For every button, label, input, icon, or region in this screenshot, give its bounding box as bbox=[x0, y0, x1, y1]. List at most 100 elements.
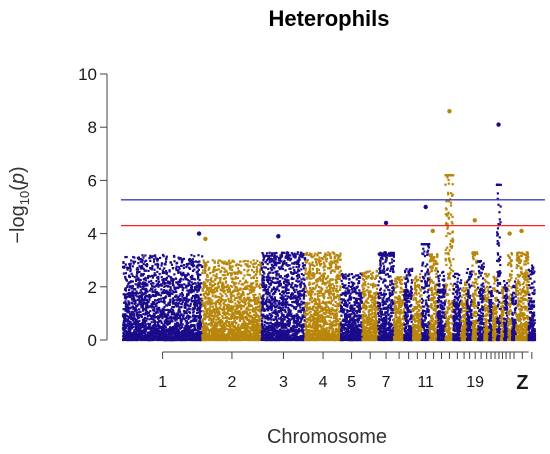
point bbox=[207, 286, 211, 289]
point bbox=[144, 279, 147, 282]
point bbox=[230, 272, 233, 275]
point bbox=[154, 338, 158, 341]
point bbox=[224, 269, 227, 272]
point bbox=[235, 296, 238, 299]
point bbox=[248, 296, 251, 299]
point bbox=[204, 307, 207, 310]
point bbox=[180, 326, 183, 330]
point bbox=[136, 304, 139, 307]
point bbox=[169, 328, 172, 331]
data-points bbox=[121, 109, 537, 342]
point bbox=[191, 282, 195, 285]
point bbox=[161, 327, 164, 330]
point bbox=[280, 323, 283, 326]
point bbox=[144, 308, 147, 311]
point bbox=[261, 307, 264, 310]
point bbox=[173, 260, 176, 263]
point bbox=[229, 308, 233, 311]
point bbox=[298, 330, 301, 333]
point bbox=[193, 294, 196, 298]
point bbox=[265, 307, 268, 310]
point bbox=[148, 337, 151, 340]
point bbox=[186, 279, 190, 282]
point bbox=[134, 309, 137, 312]
point bbox=[230, 323, 233, 326]
point bbox=[247, 313, 250, 316]
point bbox=[174, 290, 178, 293]
point bbox=[173, 324, 176, 327]
point bbox=[238, 316, 242, 319]
point bbox=[164, 260, 168, 263]
point bbox=[190, 298, 193, 301]
point bbox=[223, 289, 226, 293]
point bbox=[130, 317, 133, 320]
point bbox=[176, 312, 179, 315]
point bbox=[240, 264, 243, 267]
point bbox=[261, 274, 264, 277]
point bbox=[164, 282, 167, 285]
point bbox=[279, 282, 282, 285]
point bbox=[139, 322, 142, 326]
point bbox=[168, 292, 171, 295]
point bbox=[182, 257, 185, 260]
point bbox=[145, 319, 148, 322]
point bbox=[132, 262, 135, 265]
point bbox=[236, 329, 239, 332]
point bbox=[258, 293, 261, 296]
point bbox=[277, 273, 280, 276]
point bbox=[165, 257, 168, 260]
point bbox=[175, 305, 178, 308]
point bbox=[187, 291, 190, 295]
point bbox=[263, 266, 266, 269]
point bbox=[246, 318, 249, 321]
point bbox=[198, 279, 201, 282]
point bbox=[200, 265, 204, 269]
point bbox=[240, 334, 243, 337]
point bbox=[123, 294, 127, 297]
point bbox=[234, 271, 237, 274]
point bbox=[229, 317, 233, 320]
point bbox=[187, 289, 190, 292]
point bbox=[172, 316, 175, 319]
point bbox=[231, 315, 234, 318]
point bbox=[127, 266, 130, 270]
point bbox=[198, 310, 201, 314]
point bbox=[201, 301, 204, 304]
point bbox=[213, 307, 216, 311]
point bbox=[243, 296, 246, 300]
point bbox=[190, 254, 193, 257]
point bbox=[129, 262, 132, 265]
point bbox=[196, 294, 200, 297]
point bbox=[270, 314, 274, 317]
point bbox=[256, 318, 259, 322]
point bbox=[174, 332, 177, 335]
point bbox=[137, 323, 140, 326]
point bbox=[274, 313, 277, 316]
point bbox=[219, 318, 222, 322]
point bbox=[282, 306, 285, 309]
point bbox=[205, 338, 208, 341]
point bbox=[199, 286, 202, 289]
point bbox=[217, 335, 220, 338]
point bbox=[188, 280, 191, 283]
point bbox=[128, 275, 132, 279]
point bbox=[184, 296, 187, 299]
point bbox=[242, 336, 245, 339]
point bbox=[188, 266, 191, 269]
point bbox=[298, 269, 301, 272]
point bbox=[146, 338, 149, 342]
point bbox=[155, 257, 158, 260]
point bbox=[155, 302, 159, 305]
point bbox=[155, 284, 158, 288]
point bbox=[196, 290, 199, 293]
point bbox=[234, 282, 238, 285]
point bbox=[155, 279, 158, 283]
point bbox=[148, 331, 152, 334]
point bbox=[151, 302, 154, 306]
point bbox=[135, 333, 138, 336]
point bbox=[204, 290, 207, 293]
point bbox=[214, 304, 217, 307]
point bbox=[161, 278, 164, 282]
point bbox=[180, 336, 183, 340]
point bbox=[205, 329, 208, 333]
